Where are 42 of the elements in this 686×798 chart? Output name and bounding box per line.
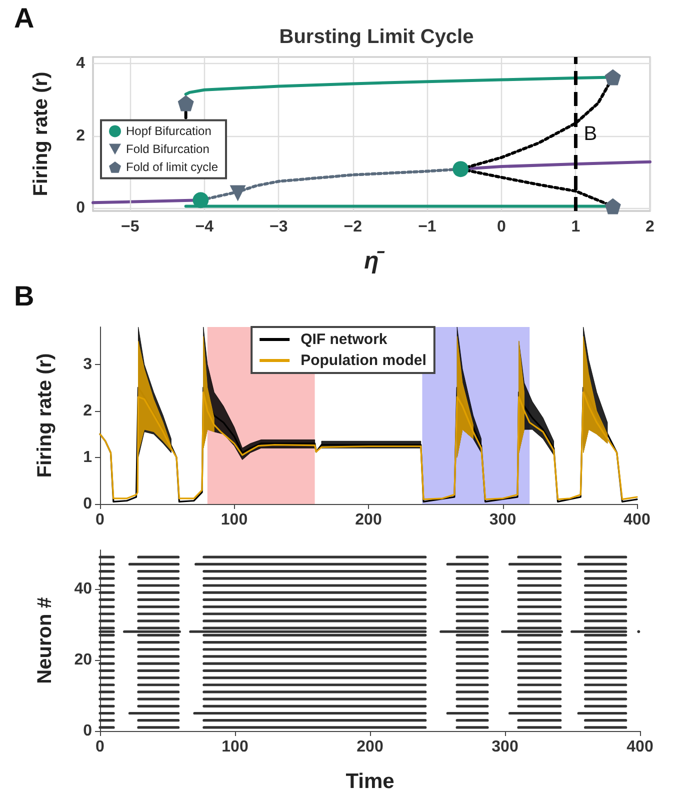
x-tick-label: 1 <box>571 218 580 236</box>
y-tick-label: 2 <box>83 402 92 420</box>
y-tick-label: 20 <box>74 652 92 669</box>
x-axis-title: η̄ <box>364 248 385 274</box>
y-tick-label: 40 <box>74 580 92 598</box>
x-tick-label: 300 <box>489 512 516 528</box>
x-tick-label: 200 <box>355 512 382 528</box>
x-tick-label: 0 <box>497 218 506 236</box>
x-tick-label: −5 <box>121 218 140 236</box>
x-tick-label: 400 <box>624 512 650 528</box>
chart-title: Bursting Limit Cycle <box>279 26 474 48</box>
x-tick-label: 2 <box>646 218 655 236</box>
x-tick-label: −2 <box>344 218 362 236</box>
y-tick-label: 1 <box>83 448 92 466</box>
y-axis-title: Firing rate (r) <box>30 72 52 196</box>
x-tick-label: −1 <box>418 218 436 236</box>
y-tick-label: 4 <box>76 55 86 72</box>
y-tick-label: 0 <box>83 722 92 740</box>
y-axis-title: Firing rate (r) <box>34 353 56 478</box>
y-tick-label: 0 <box>76 200 86 217</box>
x-tick-label: −4 <box>195 218 214 236</box>
x-tick-label: 0 <box>96 512 105 528</box>
x-tick-label: 200 <box>356 738 384 756</box>
ref-line-label: B <box>584 123 598 145</box>
x-tick-label: 0 <box>96 738 105 756</box>
y-tick-label: 2 <box>76 127 86 144</box>
text: B <box>14 280 34 312</box>
legend-label: Fold of limit cycle <box>126 160 218 174</box>
y-tick-label: 3 <box>83 356 92 373</box>
y-tick-label: 0 <box>83 496 92 512</box>
x-tick-label: 400 <box>626 738 654 756</box>
x-tick-label: 100 <box>222 738 248 756</box>
x-tick-label: 300 <box>492 738 518 756</box>
x-tick-label: −3 <box>270 218 288 236</box>
y-axis-title: Neuron # <box>34 597 56 684</box>
legend-label: Hopf Bifurcation <box>126 124 212 138</box>
x-axis-title: Time <box>346 770 394 793</box>
x-tick-label: 100 <box>220 512 248 528</box>
legend-label: QIF network <box>300 331 388 348</box>
text: A <box>14 2 34 34</box>
legend-label: Fold Bifurcation <box>126 142 210 156</box>
legend-label: Population model <box>300 352 426 369</box>
